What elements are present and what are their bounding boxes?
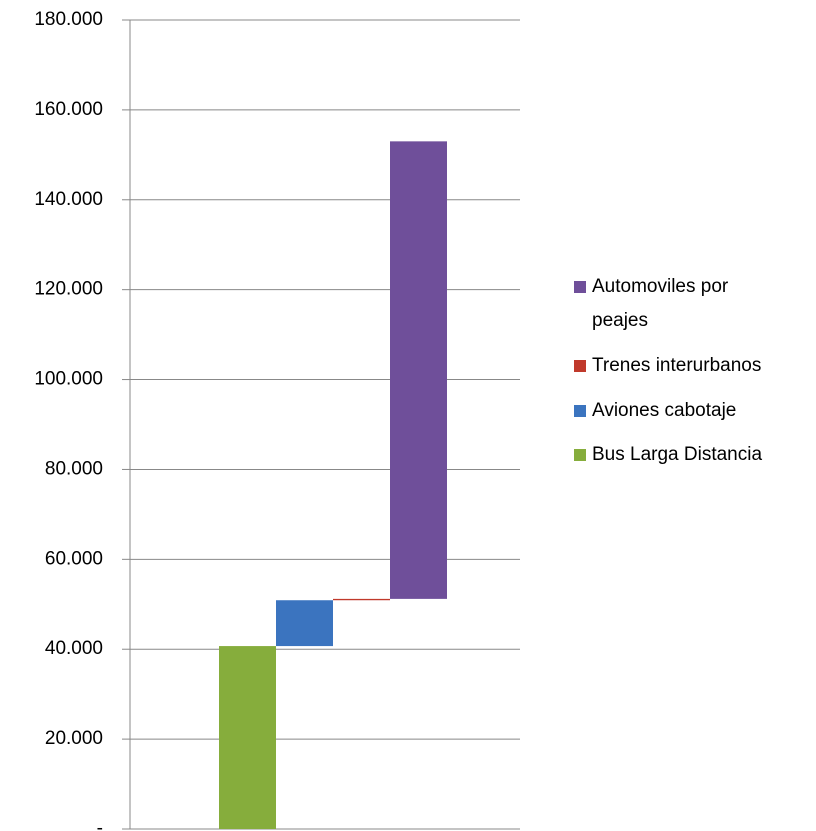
- legend-item: Aviones cabotaje: [574, 394, 814, 428]
- legend-item: Automoviles por peajes: [574, 270, 814, 338]
- y-tick-label: 180.000: [34, 9, 103, 30]
- legend-item: Trenes interurbanos: [574, 349, 814, 383]
- legend-swatch: [574, 281, 586, 293]
- legend-swatch: [574, 360, 586, 372]
- bar: [219, 646, 276, 829]
- y-tick-label: 40.000: [45, 638, 103, 659]
- legend-swatch: [574, 449, 586, 461]
- y-tick-label: 20.000: [45, 728, 103, 749]
- y-tick-label: 160.000: [34, 99, 103, 120]
- legend-item: Bus Larga Distancia: [574, 438, 814, 472]
- y-tick-label: 80.000: [45, 458, 103, 479]
- bar: [390, 141, 447, 599]
- y-tick-label: -: [97, 818, 103, 831]
- legend-label: Trenes interurbanos: [592, 355, 762, 376]
- y-tick-label: 120.000: [34, 279, 103, 300]
- legend-swatch: [574, 405, 586, 417]
- y-tick-label: 100.000: [34, 369, 103, 390]
- legend-label: Bus Larga Distancia: [592, 444, 763, 465]
- legend-label: Automoviles por peajes: [592, 276, 729, 331]
- y-tick-label: 60.000: [45, 548, 103, 569]
- y-tick-label: 140.000: [34, 189, 103, 210]
- bar: [333, 598, 390, 601]
- bar: [276, 600, 333, 647]
- legend-label: Aviones cabotaje: [592, 400, 737, 421]
